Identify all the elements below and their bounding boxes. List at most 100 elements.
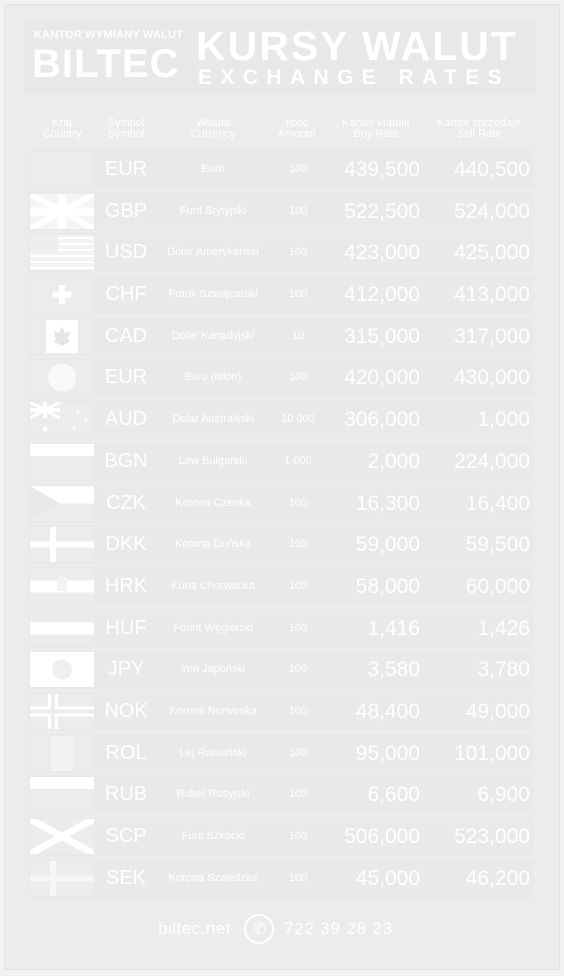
brand-logo: BILTEC [32,42,180,86]
table-row: RUB Rubel Rosyjski 100 6,600 6,900 [28,775,534,815]
swiss-flag-icon [30,277,94,313]
table-row: USD Dolar Amerykański 100 423,000 425,000 [28,233,534,273]
buy-rate: 59,000 [355,533,420,557]
col-currency: Waluta Currency [190,117,236,140]
col-country: Kraj Country [42,117,82,140]
sell-rate: 317,000 [454,324,530,348]
buy-rate: 2,000 [367,449,420,473]
currency-symbol: AUD [104,408,148,431]
scotland-flag-icon [28,815,96,858]
sell-rate: 49,000 [465,699,530,723]
page-title: KURSY WALUT [196,23,518,69]
sell-rate: 224,000 [454,449,530,473]
table-row: EUR Euro 100 439,500 440,500 [28,150,534,189]
table-row: JPY Yen Japoński 100 3,580 3,780 [28,650,534,690]
site-link[interactable]: biltec.net [158,919,232,938]
currency-symbol: EUR [104,366,148,389]
currency-symbol: HRK [104,574,148,597]
table-row: HRK Kuna Chorwacka 100 58,000 60,000 [28,566,534,606]
buy-rate: 439,500 [344,158,420,181]
currency-symbol: CZK [106,491,146,514]
col-sell: Kantor sprzedaje Sell Rate [437,117,521,140]
table-row: SCP Funt Szkocki 100 506,000 523,000 [28,815,534,858]
currency-name: Lej Rumuński [179,746,247,759]
norway-flag-icon [30,693,94,729]
bulgaria-flag-icon [30,443,94,479]
buy-rate: 306,000 [344,408,420,432]
hungary-flag-icon [30,610,94,646]
currency-name: Korona Duńska [175,538,251,551]
currency-amount: 100 [288,746,308,759]
sell-rate: 3,780 [477,658,530,682]
table-row: BGN Lew Bułgarski 1 000 2,000 224,000 [28,441,534,481]
table-row: CZK Korona Czeska 100 16,300 16,400 [28,483,534,523]
currency-amount: 100 [288,246,308,259]
sell-rate: 524,000 [454,199,530,223]
buy-rate: 6,600 [367,783,420,807]
currency-name: Funt Brytyjski [179,204,246,217]
brand-top-label: KANTOR WYMIANY WALUT [34,29,184,41]
currency-name: Korona Szwedzka [168,871,258,884]
eu-flag-icon [30,152,94,187]
currency-symbol: HUF [105,616,147,639]
buy-rate: 315,000 [344,324,420,348]
table-row: GBP Funt Brytyjski 100 522,500 524,000 [28,191,534,232]
buy-rate: 48,400 [355,699,420,723]
table-row: EUR Euro (bilon) 100 420,000 430,000 [28,358,534,398]
currency-name: Dolar Kanadyjski [171,329,255,342]
table-row: NOK Korona Norweska 100 48,400 49,000 [28,691,534,731]
currency-amount: 100 [288,621,308,634]
sell-rate: 430,000 [454,366,530,390]
table-row: HUF Forint Węgierski 100 1,416 1,426 [28,608,534,648]
sell-rate: 1,000 [477,408,530,432]
currency-amount: 100 [288,871,308,884]
sell-rate: 16,400 [465,491,530,515]
currency-name: Lew Bułgarski [178,454,248,467]
currency-name: Frank Szwajcarski [168,288,258,301]
currency-amount: 100 [288,579,308,592]
japan-flag-icon [30,652,94,688]
sell-rate: 425,000 [454,241,530,265]
russia-flag-icon [30,777,94,813]
currency-symbol: GBP [104,199,148,222]
australia-flag-icon [29,400,94,438]
buy-rate: 506,000 [344,825,420,848]
currency-amount: 100 [288,663,308,676]
currency-symbol: ROL [105,741,147,764]
sell-rate: 440,500 [454,158,530,181]
buy-rate: 412,000 [344,283,420,307]
currency-name: Dolar Amerykański [167,246,259,259]
table-row: ROL Lej Rumuński 100 95,000 101,000 [28,733,534,773]
currency-name: Funt Szkocki [181,830,245,842]
currency-symbol: NOK [104,699,148,722]
currency-symbol: SCP [105,825,147,847]
col-amount: Ilość Amount [278,117,316,140]
currency-amount: 100 [288,496,308,509]
czech-flag-icon [30,485,94,521]
canada-flag-icon [30,318,94,354]
header: KANTOR WYMIANY WALUT BILTEC KURSY WALUT … [24,22,536,94]
sell-rate: 413,000 [454,283,530,307]
buy-rate: 45,000 [355,866,420,890]
currency-amount: 10 [291,329,305,342]
page-subtitle: EXCHANGE RATES [198,66,511,89]
currency-symbol: EUR [104,158,148,180]
currency-name: Korona Norweska [169,704,257,717]
buy-rate: 522,500 [344,199,420,223]
sweden-flag-icon [30,860,94,896]
currency-symbol: USD [104,241,148,264]
currency-symbol: CAD [104,324,148,347]
table-row: CHF Frank Szwajcarski 100 412,000 413,000 [28,275,534,315]
col-symbol: Symbol Symbol [107,117,145,140]
buy-rate: 95,000 [355,741,420,765]
currency-amount: 100 [288,163,308,175]
buy-rate: 1,416 [367,616,420,640]
currency-amount: 10 000 [281,413,315,426]
denmark-flag-icon [30,527,94,563]
phone-number[interactable]: 722 39 28 23 [284,919,393,938]
currency-amount: 100 [288,704,308,717]
currency-symbol: RUB [104,783,148,806]
footer: biltec.net ✆ 722 39 28 23 [0,912,564,946]
table-row: DKK Korona Duńska 100 59,000 59,500 [28,525,534,565]
currency-amount: 100 [288,830,308,842]
